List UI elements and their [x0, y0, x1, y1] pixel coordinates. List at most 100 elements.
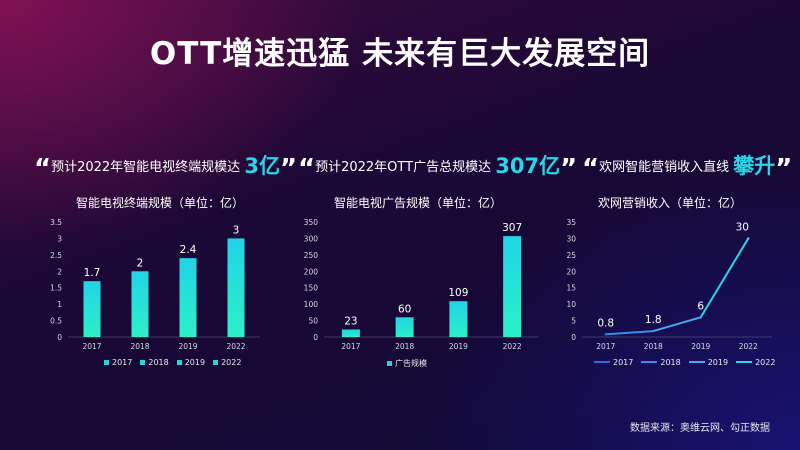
y-tick-label: 1.5 — [50, 284, 62, 293]
data-label: 3 — [233, 224, 240, 236]
data-label: 1.7 — [84, 267, 101, 279]
legend-label: 2022 — [755, 358, 776, 367]
bar — [131, 271, 149, 337]
y-tick-label: 30 — [566, 234, 576, 243]
legend-swatch — [104, 360, 109, 365]
quote-highlight: 307亿 — [495, 154, 561, 178]
bar — [227, 238, 245, 337]
quote-3: “欢网智能营销收入直线 攀升” — [582, 150, 792, 184]
data-label: 30 — [736, 221, 749, 233]
legend-revenue: 2017 2018 2019 2022 — [594, 358, 783, 367]
x-tick-label: 2017 — [596, 342, 615, 351]
legend-label: 2019 — [184, 358, 206, 367]
x-tick-label: 2017 — [82, 342, 101, 351]
close-quote-mark: ” — [775, 154, 793, 184]
series-line-segment — [652, 316, 702, 333]
legend-swatch — [387, 361, 392, 366]
y-tick-label: 200 — [304, 267, 319, 276]
x-tick-label: 2017 — [341, 342, 360, 351]
y-tick-label: 35 — [566, 218, 576, 227]
y-tick-label: 25 — [566, 251, 576, 260]
y-tick-label: 10 — [566, 300, 576, 309]
y-tick-label: 300 — [304, 234, 319, 243]
ad-scale-bar-chart: 0 50 100 150 200 250 300 350 2017 2018 2019 2022 23 6… — [304, 218, 539, 351]
y-tick-label: 0.5 — [50, 317, 62, 326]
open-quote-mark: “ — [298, 154, 316, 184]
chart-title-revenue: 欢网营销收入（单位：亿） — [597, 196, 742, 210]
revenue-line-chart: 0 5 10 15 20 25 30 35 2017 2018 2019 2022 0.8 1.8 6 30 — [566, 218, 772, 351]
quote-highlight: 3亿 — [244, 154, 280, 178]
x-tick-label: 2019 — [178, 342, 197, 351]
y-tick-label: 250 — [304, 251, 319, 260]
open-quote-mark: “ — [34, 154, 52, 184]
data-label: 2.4 — [180, 244, 197, 256]
y-tick-label: 20 — [566, 267, 576, 276]
page-title: OTT增速迅猛 未来有巨大发展空间 — [149, 36, 651, 72]
x-tick-label: 2022 — [739, 342, 758, 351]
close-quote-mark: ” — [560, 154, 578, 184]
x-tick-label: 2019 — [449, 342, 468, 351]
quote-text: 预计2022年OTT广告总规模达 — [315, 160, 492, 175]
x-tick-label: 2019 — [691, 342, 710, 351]
quote-1: “预计2022年智能电视终端规模达 3亿” — [34, 150, 297, 184]
legend-item: 2018 — [140, 358, 169, 367]
data-label: 23 — [344, 315, 357, 327]
data-point — [699, 316, 702, 319]
y-tick-label: 1 — [57, 300, 62, 309]
legend-label: 2017 — [613, 358, 634, 367]
data-label: 0.8 — [597, 317, 614, 329]
y-tick-label: 100 — [304, 300, 319, 309]
chart-title-ads: 智能电视广告规模（单位：亿） — [333, 196, 502, 210]
y-tick-label: 3.5 — [50, 218, 62, 227]
legend-swatch — [140, 360, 146, 365]
quote-2: “预计2022年OTT广告总规模达 307亿” — [298, 150, 577, 184]
series-line-segment — [604, 330, 655, 336]
data-label: 1.8 — [645, 314, 662, 326]
legend-terminal: 2017 2018 2019 2022 — [104, 358, 249, 367]
quote-text: 欢网智能营销收入直线 — [599, 160, 730, 175]
x-tick-label: 2022 — [503, 342, 522, 351]
legend-swatch — [176, 360, 182, 365]
x-tick-label: 2018 — [130, 342, 149, 351]
y-tick-label: 50 — [308, 317, 318, 326]
data-label: 60 — [398, 303, 411, 315]
open-quote-mark: “ — [582, 154, 600, 184]
y-tick-label: 3 — [57, 234, 62, 243]
legend-item: 2019 — [688, 358, 729, 367]
close-quote-mark: ” — [279, 154, 298, 184]
y-tick-label: 5 — [571, 317, 576, 326]
y-tick-label: 0 — [313, 333, 318, 342]
series-line-segment — [699, 237, 750, 319]
legend-swatch — [736, 361, 753, 363]
legend-item: 2019 — [176, 358, 206, 367]
legend-item: 2022 — [213, 358, 241, 367]
data-label: 6 — [697, 300, 704, 312]
y-tick-label: 15 — [566, 284, 576, 293]
y-tick-label: 2.5 — [50, 251, 62, 260]
y-tick-label: 0 — [571, 333, 576, 342]
quote-highlight: 攀升 — [733, 154, 776, 178]
x-tick-label: 2018 — [395, 342, 414, 351]
legend-label: 2019 — [707, 358, 729, 367]
bar — [395, 317, 414, 337]
legend-swatch — [213, 360, 219, 365]
bar — [179, 258, 197, 337]
data-label: 109 — [448, 287, 468, 299]
data-label: 2 — [137, 257, 144, 269]
legend-item: 2017 — [594, 358, 633, 367]
chart-title-terminal: 智能电视终端规模（单位：亿） — [75, 196, 244, 210]
bar — [341, 329, 360, 337]
legend-item: 广告规模 — [387, 358, 427, 369]
legend-label: 2018 — [660, 358, 681, 367]
y-tick-label: 2 — [57, 267, 62, 276]
y-tick-label: 150 — [304, 284, 319, 293]
y-tick-label: 350 — [304, 218, 319, 227]
terminal-scale-bar-chart: 0 0.5 1 1.5 2 2.5 3 3.5 2017 2018 2019 2022 1.7 2 2.4 3 — [50, 218, 260, 351]
legend-label: 2017 — [112, 358, 133, 367]
bar — [503, 236, 522, 337]
legend-item: 2022 — [736, 358, 775, 367]
legend-label: 2022 — [221, 358, 242, 367]
quote-text: 预计2022年智能电视终端规模达 — [51, 160, 241, 175]
y-tick-label: 0 — [57, 333, 62, 342]
data-point — [652, 329, 655, 333]
